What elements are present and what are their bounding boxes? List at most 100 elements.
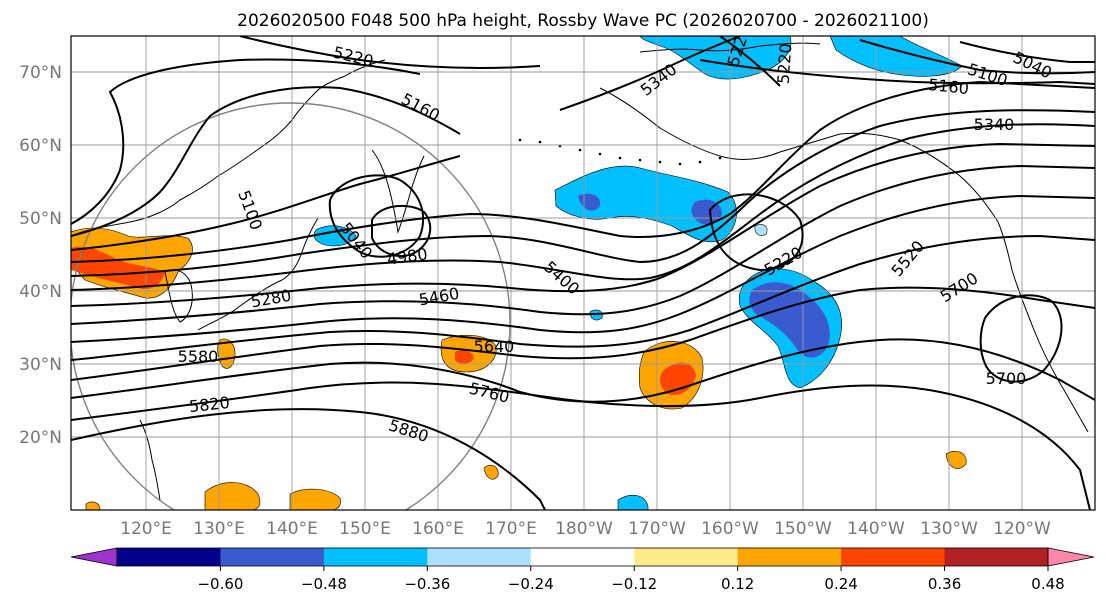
contour-label: 5640 (474, 337, 515, 356)
lon-label: 150°W (774, 519, 832, 539)
lon-label: 140°E (266, 519, 318, 539)
lon-label: 130°W (920, 519, 978, 539)
contour-4980 (371, 204, 432, 257)
positive-anomaly-east-asia (71, 227, 193, 299)
contour-arctic-5040 (959, 41, 1095, 63)
colorbar-segment (841, 548, 946, 566)
contour-label: 5700 (986, 369, 1027, 388)
map-frame (70, 35, 1096, 511)
contour-arctic-5220-b (719, 36, 781, 87)
contour-label: 5820 (188, 393, 230, 416)
positive-anomaly-small1 (483, 464, 499, 480)
lat-label: 30°N (19, 355, 62, 375)
colorbar-extend-low (70, 547, 118, 567)
graticule (71, 36, 1095, 510)
contour-arctic-5160 (699, 59, 1095, 85)
coastline-taiwan-philippines (139, 419, 161, 501)
colorbar-tick-label: −0.12 (611, 575, 657, 593)
lon-label: 160°E (412, 519, 464, 539)
contour-5580 (71, 194, 1095, 343)
contour-5520 (71, 164, 1095, 325)
colorbar-segment (530, 548, 635, 566)
lat-label: 50°N (19, 209, 62, 229)
coastline-kamchatka (371, 149, 425, 234)
contour-5220-closed (708, 193, 804, 272)
lon-label: 120°W (993, 519, 1051, 539)
contour-5640 (71, 234, 1095, 361)
strong-positive-east-asia (71, 246, 165, 290)
contour-5820 (71, 381, 1091, 510)
colorbar-tick-label: 0.36 (928, 575, 961, 593)
colorbar: −0.60 −0.48 −0.36 −0.24 −0.12 0.12 0.24 0.36 0.4… (70, 547, 1095, 593)
lon-label: 130°E (193, 519, 245, 539)
lat-label: 20°N (19, 428, 62, 448)
negative-anomaly-arctic-east (829, 36, 963, 77)
lon-label: 170°W (628, 519, 686, 539)
aleutian-islands (518, 138, 722, 166)
coastline-north-america-west (997, 221, 1089, 433)
colorbar-tick-label: −0.24 (508, 575, 554, 593)
colorbar-frame (116, 547, 1049, 567)
contour-label: 5340 (974, 115, 1015, 134)
colorbar-segment (117, 548, 221, 566)
reference-circle (71, 102, 511, 510)
contour-5760 (71, 338, 1095, 403)
lat-label: 40°N (19, 282, 62, 302)
coastline-alaska (599, 87, 999, 223)
colorbar-segment (427, 548, 532, 566)
latitude-labels: 70°N 60°N 50°N 40°N 30°N 20°N (19, 63, 62, 448)
lon-label: 180°W (555, 519, 613, 539)
colorbar-tick-label: −0.60 (197, 575, 243, 593)
contour-5220-a (71, 155, 461, 251)
negative-anomaly-small-pacific (754, 224, 768, 236)
lon-label: 160°W (701, 519, 759, 539)
contour-5400 (71, 123, 1095, 291)
negative-anomaly-small-2 (589, 309, 603, 321)
contour-5340 (71, 109, 1095, 277)
colorbar-segments (117, 548, 1049, 566)
contour-5160 (71, 86, 461, 237)
contour-label: 5160 (927, 75, 969, 98)
colorbar-segment (634, 548, 739, 566)
colorbar-tick-label: −0.48 (301, 575, 347, 593)
colorbar-segment (737, 548, 842, 566)
coastline-asia-northeast (71, 59, 386, 237)
colorbar-tick-label: 0.24 (824, 575, 857, 593)
lon-label: 120°E (120, 519, 172, 539)
contour-label: 5220 (774, 43, 796, 85)
contour-5700-main (71, 286, 1095, 381)
contour-5700-closed (979, 294, 1063, 383)
lon-label: 170°E (485, 519, 537, 539)
colorbar-extend-high (1047, 547, 1095, 567)
colorbar-ticks: −0.60 −0.48 −0.36 −0.24 −0.12 0.12 0.24 0.36 0.4… (197, 566, 1065, 593)
map-panel: 5220 5160 5100 5040 4980 5280 5580 5820 … (70, 35, 1096, 511)
contour-5880 (71, 408, 546, 510)
lat-label: 70°N (19, 63, 62, 83)
figure-title: 2026020500 F048 500 hPa height, Rossby W… (237, 11, 929, 31)
longitude-labels: 120°E 130°E 140°E 150°E 160°E 170°E 180°… (120, 519, 1051, 539)
colorbar-segment (944, 548, 1049, 566)
contour-arctic-5220 (239, 36, 541, 69)
contour-5100 (71, 58, 421, 225)
contour-5040 (328, 174, 425, 258)
colorbar-tick-label: −0.36 (404, 575, 450, 593)
positive-anomaly-small2 (945, 451, 967, 469)
colorbar-segment (323, 548, 428, 566)
colorbar-tick-label: 0.12 (721, 575, 754, 593)
negative-anomaly-small-tropical (617, 494, 649, 510)
height-contours (71, 36, 1095, 510)
contour-arctic-5340 (559, 36, 741, 111)
contour-5460 (71, 142, 1095, 307)
colorbar-tick-label: 0.48 (1031, 575, 1064, 593)
positive-anomaly-small3 (85, 501, 101, 510)
lon-label: 140°W (847, 519, 905, 539)
contour-5280 (71, 80, 1095, 263)
map-background (71, 36, 1095, 510)
contour-label: 5580 (178, 347, 219, 366)
lat-label: 60°N (19, 136, 62, 156)
strong-positive-central-pacific (455, 350, 474, 364)
colorbar-segment (220, 548, 325, 566)
lon-label: 150°E (339, 519, 391, 539)
